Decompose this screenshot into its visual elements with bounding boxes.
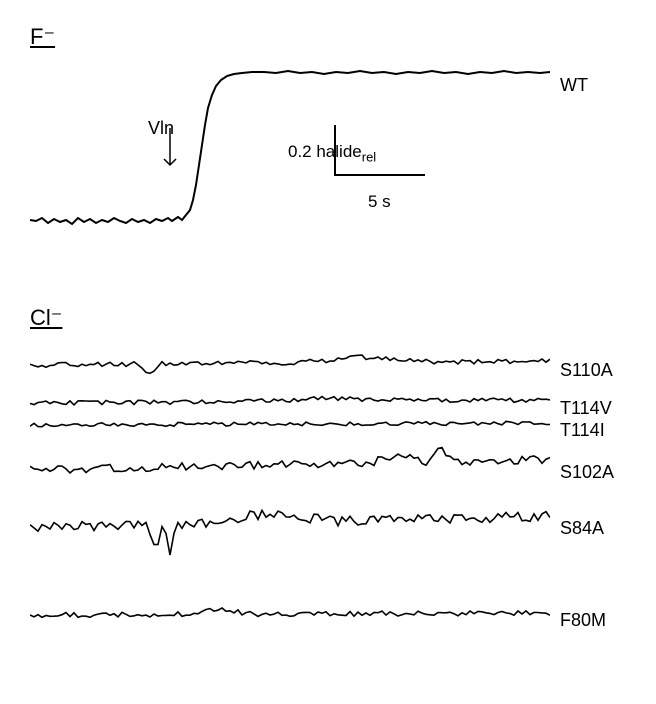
scalebar-vlabel-sub: rel — [362, 149, 376, 164]
trace-label-f80m: F80M — [560, 610, 606, 631]
vln-label: Vln — [148, 118, 174, 139]
trace-s110a — [30, 355, 550, 373]
panel-bottom-title: Cl⁻ — [30, 305, 62, 331]
wt-label: WT — [560, 75, 588, 96]
trace-s102a — [30, 448, 550, 473]
trace-label-s102a: S102A — [560, 462, 614, 483]
bottom-traces-svg — [30, 335, 550, 675]
trace-label-t114i: T114I — [560, 420, 605, 441]
scalebar-vlabel: 0.2 haliderel — [288, 142, 376, 164]
trace-t114v — [30, 397, 550, 405]
panel-top-title: F⁻ — [30, 24, 55, 50]
trace-f80m — [30, 608, 550, 617]
trace-label-t114v: T114V — [560, 398, 612, 419]
trace-t114i — [30, 421, 550, 426]
trace-s84a — [30, 510, 550, 555]
scalebar-vlabel-main: 0.2 halide — [288, 142, 362, 161]
trace-label-s84a: S84A — [560, 518, 604, 539]
scalebar-hlabel: 5 s — [368, 192, 391, 212]
trace-label-s110a: S110A — [560, 360, 613, 381]
